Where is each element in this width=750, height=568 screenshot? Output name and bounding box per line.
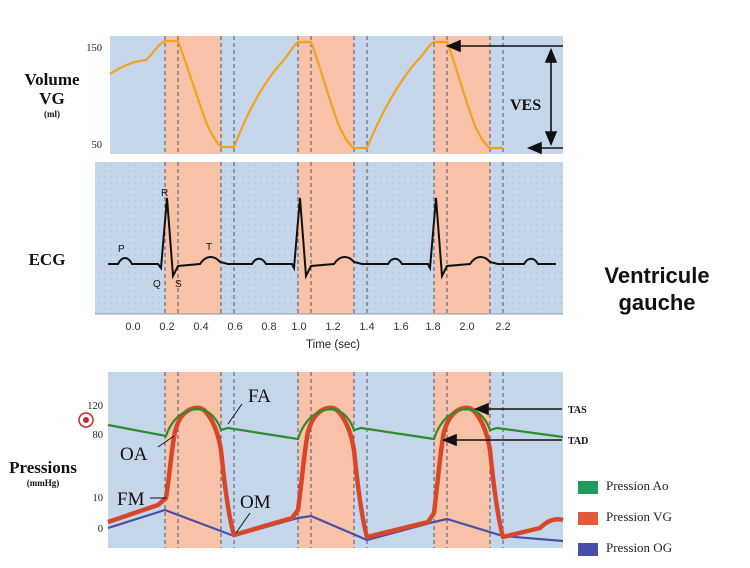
ecg-x-axis-label: Time (sec) xyxy=(306,339,360,351)
ecg-row-label: ECG xyxy=(2,250,92,269)
pressure-arrows xyxy=(441,402,562,447)
x-tick: 0.8 xyxy=(261,321,276,333)
record-icon[interactable] xyxy=(78,412,94,428)
x-tick: 1.2 xyxy=(325,321,340,333)
x-tick: 1.0 xyxy=(291,321,306,333)
systole-band xyxy=(434,372,490,548)
ecg-trace xyxy=(108,197,556,280)
pressure-annotations: FA OA FM OM TAS TAD xyxy=(117,386,588,513)
x-tick: 1.8 xyxy=(425,321,440,333)
ves-arrows xyxy=(445,39,563,155)
wave-label-s: S xyxy=(175,279,182,290)
og-pressure-curve xyxy=(107,508,564,543)
volume-curve xyxy=(109,39,503,150)
pressure-panel xyxy=(78,372,564,548)
ecg-wave-labels: P R Q S T xyxy=(118,188,212,290)
volume-panel xyxy=(109,36,563,155)
x-tick: 1.6 xyxy=(393,321,408,333)
phase-dividers xyxy=(164,36,504,154)
ecg-x-ticks: 0.0 0.2 0.4 0.6 0.8 1.0 1.2 1.4 1.6 1.8 … xyxy=(125,321,510,333)
x-tick: 0.6 xyxy=(227,321,242,333)
pressure-tick-80: 80 xyxy=(93,430,104,441)
ves-label: VES xyxy=(510,97,541,114)
ao-pressure-curve xyxy=(107,408,564,441)
title-line1: Ventricule xyxy=(604,263,710,288)
legend-swatch-vg xyxy=(578,512,598,525)
legend-label-ao: Pression Ao xyxy=(606,478,669,493)
x-tick: 1.4 xyxy=(359,321,374,333)
x-tick: 0.2 xyxy=(159,321,174,333)
annotation-fm: FM xyxy=(117,489,145,510)
ecg-panel xyxy=(95,162,563,315)
volume-tick-50: 50 xyxy=(92,140,103,151)
title-line2: gauche xyxy=(618,290,696,315)
ecg-label: ECG xyxy=(28,250,66,269)
volume-label-line1: Volume xyxy=(24,70,80,89)
systole-band xyxy=(434,162,490,314)
annotation-tad: TAD xyxy=(568,436,588,447)
pressure-y-ticks: 120 80 10 0 xyxy=(87,401,103,535)
annotation-oa: OA xyxy=(120,444,148,465)
systole-band xyxy=(298,162,354,314)
annotation-om: OM xyxy=(240,492,271,513)
annotation-tas: TAS xyxy=(568,405,587,416)
phase-dividers xyxy=(164,162,504,314)
legend-swatch-og xyxy=(578,543,598,556)
volume-unit: (ml) xyxy=(44,109,60,119)
ventricle-title: Ventricule gauche xyxy=(582,262,732,316)
volume-label-line2: VG xyxy=(39,89,65,108)
x-tick: 2.2 xyxy=(495,321,510,333)
systole-band xyxy=(298,372,354,548)
x-tick: 0.4 xyxy=(193,321,208,333)
pressure-tick-0: 0 xyxy=(98,524,103,535)
pressure-label: Pressions xyxy=(9,458,77,477)
volume-tick-150: 150 xyxy=(86,43,102,54)
wave-label-q: Q xyxy=(153,279,161,290)
pressure-tick-10: 10 xyxy=(93,493,104,504)
wave-label-r: R xyxy=(161,188,168,199)
volume-row-label: Volume VG (ml) xyxy=(2,70,102,121)
pressure-tick-120: 120 xyxy=(87,401,103,412)
wave-label-p: P xyxy=(118,244,125,255)
systole-band xyxy=(434,36,490,154)
annotation-fa: FA xyxy=(248,386,271,407)
systole-band xyxy=(165,372,221,548)
systole-band xyxy=(298,36,354,154)
x-tick: 0.0 xyxy=(125,321,140,333)
legend-label-vg: Pression VG xyxy=(606,509,672,524)
x-tick: 2.0 xyxy=(459,321,474,333)
pressure-row-label: Pressions (mmHg) xyxy=(0,458,86,490)
pressure-unit: (mmHg) xyxy=(26,478,60,488)
legend-swatch-ao xyxy=(578,481,598,494)
wave-label-t: T xyxy=(206,242,212,253)
annotation-pointers xyxy=(150,403,251,534)
legend-label-og: Pression OG xyxy=(606,540,673,555)
systole-band xyxy=(165,162,221,314)
